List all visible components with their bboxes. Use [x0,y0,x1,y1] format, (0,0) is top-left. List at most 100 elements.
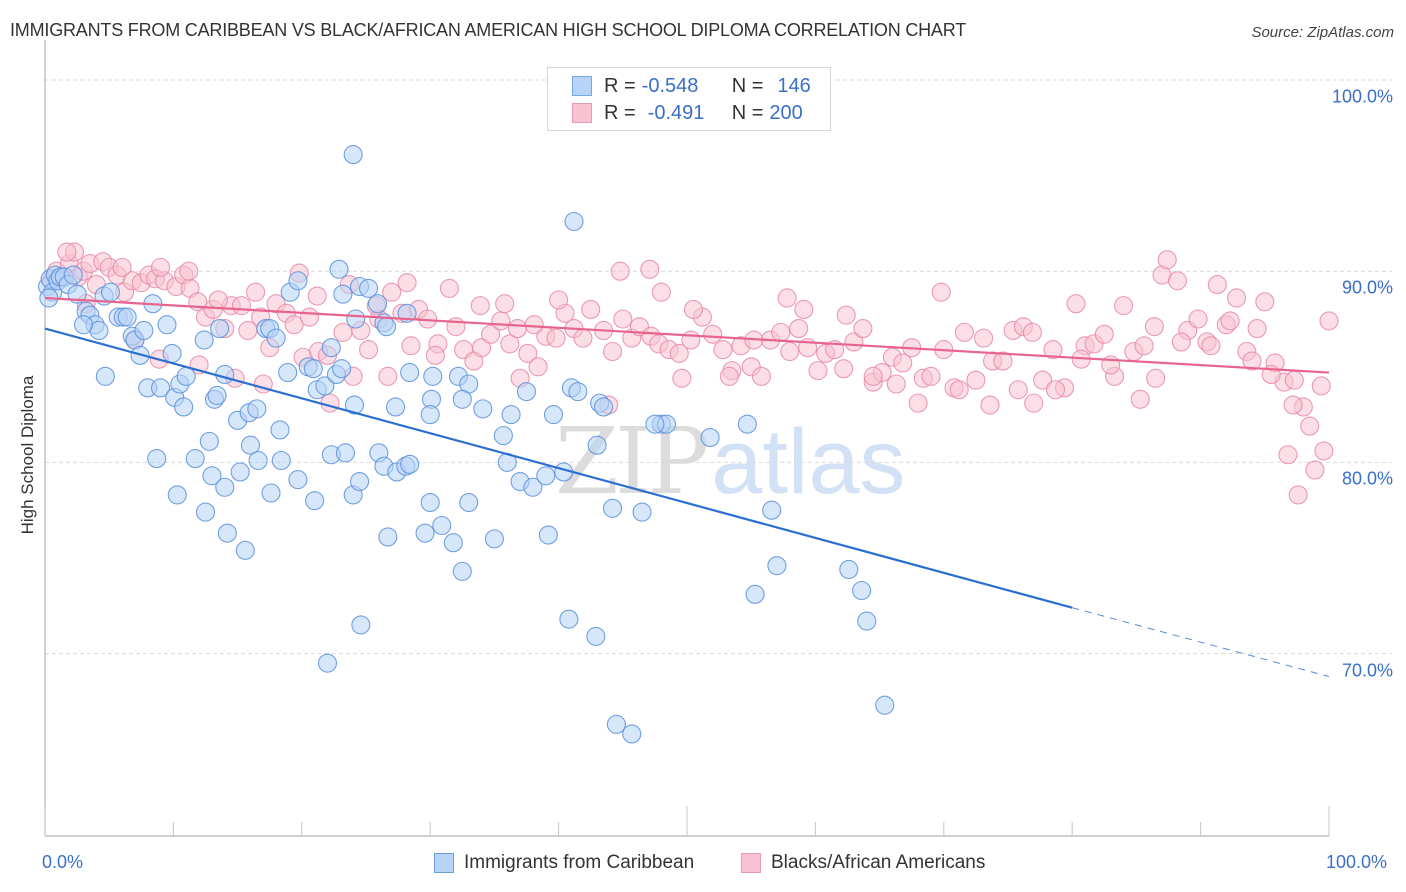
data-point-blacks-african-americans [528,357,548,377]
data-point-immigrants-from-caribbean [247,399,267,419]
data-point-blacks-african-americans [1278,445,1298,465]
data-point-blacks-african-americans [507,319,528,339]
data-point-blacks-african-americans [581,299,601,319]
data-point-blacks-african-americans [231,296,252,316]
data-point-immigrants-from-caribbean [452,561,472,581]
data-point-blacks-african-americans [1134,336,1154,356]
data-point-blacks-african-americans [151,257,171,277]
data-point-blacks-african-americans [602,341,623,362]
data-point-blacks-african-americans [1201,336,1221,356]
data-point-blacks-african-americans [1300,416,1320,436]
data-point-blacks-african-americans [844,332,864,352]
data-point-immigrants-from-caribbean [493,426,513,446]
data-point-blacks-african-americans [284,315,304,335]
data-point-blacks-african-americans [439,278,460,298]
data-point-blacks-african-americans [713,340,733,360]
data-point-blacks-african-americans [863,366,883,386]
data-point-immigrants-from-caribbean [459,493,479,513]
data-point-immigrants-from-caribbean [343,145,363,165]
data-point-immigrants-from-caribbean [346,309,366,329]
data-point-blacks-african-americans [1171,332,1191,352]
data-point-immigrants-from-caribbean [376,317,397,337]
trend-line-caribbean [44,327,1073,609]
data-point-blacks-african-americans [1255,292,1275,312]
data-point-immigrants-from-caribbean [400,454,420,474]
data-point-immigrants-from-caribbean [207,385,227,406]
data-point-blacks-african-americans [1227,288,1247,308]
data-point-blacks-african-americans [1288,485,1308,505]
data-point-immigrants-from-caribbean [700,427,720,448]
data-point-blacks-african-americans [1024,393,1044,413]
data-point-blacks-african-americans [1247,319,1267,339]
data-point-immigrants-from-caribbean [202,466,222,486]
data-point-immigrants-from-caribbean [210,319,230,339]
data-point-blacks-african-americans [836,305,856,325]
source-label: Source: ZipAtlas.com [1251,24,1394,41]
data-point-immigrants-from-caribbean [538,525,558,545]
data-point-blacks-african-americans [359,340,379,360]
data-point-immigrants-from-caribbean [271,450,291,471]
data-point-immigrants-from-caribbean [195,502,216,522]
data-point-immigrants-from-caribbean [240,435,260,455]
bottom-legend-black-african-american: Blacks/African Americans [741,852,985,874]
correlation-legend: R = -0.548 N = 146 R = -0.491 N = 200 [547,67,831,131]
data-point-immigrants-from-caribbean [857,611,877,631]
data-point-blacks-african-americans [1066,294,1086,314]
data-point-blacks-african-americans [549,290,569,310]
data-point-immigrants-from-caribbean [839,559,859,580]
data-point-immigrants-from-caribbean [63,265,83,285]
data-point-blacks-african-americans [1094,324,1114,344]
data-point-immigrants-from-caribbean [559,609,579,629]
data-point-blacks-african-americans [246,282,266,302]
data-point-immigrants-from-caribbean [385,397,406,417]
data-point-immigrants-from-caribbean [215,477,235,497]
data-point-immigrants-from-caribbean [185,449,205,469]
data-point-immigrants-from-caribbean [632,502,652,522]
data-point-blacks-african-americans [446,317,466,337]
data-point-blacks-african-americans [651,282,671,302]
data-point-immigrants-from-caribbean [767,556,787,576]
data-point-immigrants-from-caribbean [351,615,371,635]
data-point-immigrants-from-caribbean [852,580,872,601]
data-point-blacks-african-americans [425,345,445,365]
data-point-blacks-african-americans [378,366,398,386]
data-point-blacks-african-americans [518,343,538,363]
data-point-blacks-african-americans [613,309,633,329]
data-point-blacks-african-americans [480,324,501,344]
legend-label: Immigrants from Caribbean [464,852,695,873]
data-point-blacks-african-americans [777,288,797,308]
data-point-blacks-african-americans [1305,460,1325,480]
data-point-immigrants-from-caribbean [305,491,325,511]
data-point-blacks-african-americans [780,341,800,362]
data-point-blacks-african-americans [573,328,593,348]
y-tick-label: 80.0% [1341,468,1393,489]
data-point-immigrants-from-caribbean [333,284,353,304]
data-point-blacks-african-americans [719,366,739,386]
data-point-immigrants-from-caribbean [174,397,194,417]
data-point-immigrants-from-caribbean [606,714,626,734]
data-point-immigrants-from-caribbean [420,405,440,425]
data-point-blacks-african-americans [546,328,566,348]
data-point-immigrants-from-caribbean [415,523,435,543]
data-point-blacks-african-americans [669,343,689,363]
data-point-blacks-african-americans [980,395,1000,415]
data-point-blacks-african-americans [1130,389,1150,409]
data-point-immigrants-from-caribbean [359,278,379,298]
gridlines [45,79,1392,655]
data-point-immigrants-from-caribbean [332,359,352,379]
legend-n-value: 146 [777,74,811,97]
axes [44,40,1330,837]
data-point-blacks-african-americans [794,299,814,319]
data-point-blacks-african-americans [993,351,1013,371]
data-point-blacks-african-americans [1033,370,1053,390]
trend-line-caribbean-extrapolated [1072,607,1330,678]
series-blacks-african-americans [41,242,1339,505]
data-point-blacks-african-americans [1311,376,1331,396]
data-point-immigrants-from-caribbean [151,378,171,398]
legend-label: Blacks/African Americans [771,852,986,873]
data-point-blacks-african-americans [966,370,986,390]
data-point-blacks-african-americans [1008,380,1028,400]
data-point-blacks-african-americans [751,366,772,386]
data-point-blacks-african-americans [771,322,791,342]
